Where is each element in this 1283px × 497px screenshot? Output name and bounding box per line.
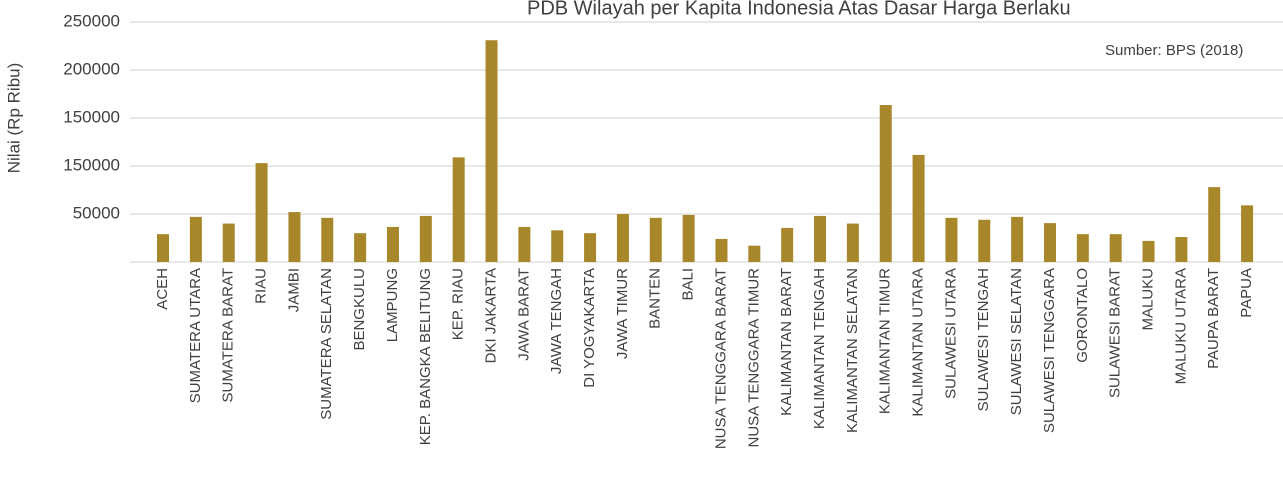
x-tick-label: BANTEN (647, 268, 664, 329)
x-tick-label: NUSA TENGGARA BARAT (712, 268, 729, 449)
x-tick-label: LAMPUNG (384, 268, 401, 342)
bar (189, 216, 202, 262)
x-tick-label: SULAWESI TENGAH (975, 268, 992, 411)
x-tick-label: SUMATERA UTARA (187, 268, 204, 403)
bar (649, 217, 662, 262)
bar (386, 226, 399, 262)
x-tick-label: KALIMANTAN BARAT (778, 268, 795, 416)
bar (879, 105, 892, 262)
bar (551, 230, 564, 262)
bar (354, 233, 367, 262)
bar (1109, 234, 1122, 262)
y-tick-label: 150000 (63, 155, 120, 174)
bar (846, 223, 859, 262)
x-tick-label: SULAWESI TENGGARA (1041, 268, 1058, 433)
x-tick-label: JAWA TIMUR (614, 268, 631, 359)
bar (518, 226, 531, 262)
bar (1208, 187, 1221, 262)
bar (616, 214, 629, 262)
x-tick-label: DKI JAKARTA (482, 268, 499, 363)
bar (682, 214, 695, 262)
x-tick-label: SULAWESI BARAT (1107, 268, 1124, 398)
bar (485, 40, 498, 262)
y-axis-label: Nilai (Rp Ribu) (4, 63, 23, 174)
x-tick-label: SUMATERA BARAT (220, 268, 237, 402)
y-tick-label: 150000 (63, 107, 120, 126)
x-tick-label: SULAWESI UTARA (942, 268, 959, 399)
y-tick-label: 200000 (63, 59, 120, 78)
y-tick-label: 50000 (73, 203, 120, 222)
x-tick-label: DI YOGYAKARTA (581, 268, 598, 388)
x-tick-label: ACEH (154, 268, 171, 310)
bar (715, 238, 728, 262)
bar (419, 215, 432, 262)
x-tick-label: KALIMANTAN SELATAN (844, 268, 861, 433)
x-tick-label: KEP. BANGKA BELITUNG (417, 268, 434, 445)
bar (781, 227, 794, 262)
y-tick-label: 250000 (63, 11, 120, 30)
x-tick-label: BALI (680, 268, 697, 301)
chart-subtitle: Sumber: BPS (2018) (1105, 42, 1243, 59)
bar (945, 217, 958, 262)
bar (452, 157, 465, 262)
x-tick-label: BENGKULU (351, 268, 368, 351)
bar (1076, 234, 1089, 262)
x-tick-label: GORONTALO (1074, 268, 1091, 363)
chart-title: PDB Wilayah per Kapita Indonesia Atas Da… (527, 0, 1071, 19)
x-tick-label: PAPUA (1238, 268, 1255, 318)
x-tick-label: KALIMANTAN UTARA (910, 268, 927, 417)
bar (584, 233, 597, 262)
bar (978, 219, 991, 262)
bar (814, 215, 827, 262)
bar (748, 245, 761, 262)
x-tick-label: KALIMANTAN TIMUR (877, 268, 894, 414)
bar (255, 163, 268, 262)
bar (321, 217, 334, 262)
x-tick-label: MALUKU UTARA (1172, 268, 1189, 384)
x-tick-label: SUMATERA SELATAN (318, 268, 335, 420)
bar (912, 154, 925, 262)
bar (1011, 216, 1024, 262)
x-tick-label: JAWA TENGAH (548, 268, 565, 374)
bar (288, 212, 301, 262)
x-tick-label: KALIMANTAN TENGAH (811, 268, 828, 429)
bar (1241, 205, 1254, 262)
bar (157, 234, 170, 262)
bar (222, 223, 235, 262)
x-tick-label: KEP. RIAU (450, 268, 467, 340)
x-tick-label: NUSA TENGGARA TIMUR (745, 268, 762, 448)
x-tick-label: JAMBI (285, 268, 302, 312)
bar (1142, 240, 1155, 262)
x-tick-label: PAUPA BARAT (1205, 268, 1222, 369)
bar (1175, 237, 1188, 262)
x-tick-label: MALUKU (1139, 268, 1156, 331)
x-tick-label: RIAU (253, 268, 270, 304)
bar (1043, 223, 1056, 262)
x-tick-label: JAWA BARAT (515, 268, 532, 361)
x-tick-label: SULAWESI SELATAN (1008, 268, 1025, 415)
